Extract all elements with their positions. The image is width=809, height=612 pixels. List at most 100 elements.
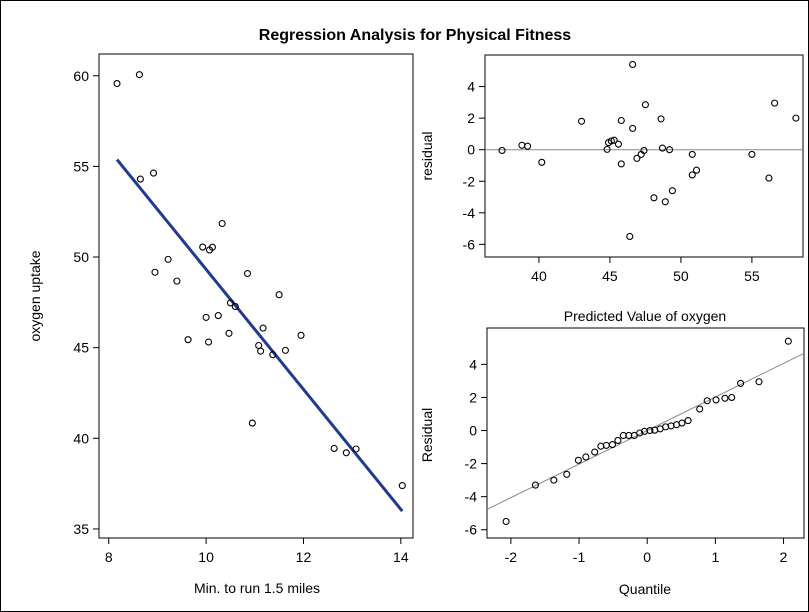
fit-plot: 8 10 12 14 35 40 45 50 55 60 Min. to run 1.5 mile… <box>27 53 414 596</box>
qq-point <box>574 456 582 464</box>
fit-point <box>173 277 181 285</box>
res-ytick-label: -6 <box>463 236 476 252</box>
res-point <box>629 124 637 132</box>
qq-plot-ylabel: Residual <box>419 408 435 462</box>
res-xtick-label: 45 <box>602 268 618 284</box>
res-point <box>792 114 800 122</box>
fit-xtick-label: 8 <box>105 549 113 565</box>
qq-point <box>737 379 745 387</box>
qq-point <box>591 448 599 456</box>
res-point <box>610 136 618 144</box>
qq-point <box>582 453 590 461</box>
fit-point <box>269 351 277 359</box>
qq-point <box>684 417 692 425</box>
res-point <box>688 150 696 158</box>
fit-regression-line <box>115 158 404 513</box>
qq-point <box>531 481 539 489</box>
res-ytick-label: 4 <box>467 79 475 95</box>
qq-ytick-label: -6 <box>465 522 478 538</box>
qq-point <box>563 470 571 478</box>
qq-point <box>678 419 686 427</box>
fit-point <box>184 336 192 344</box>
residual-plot-xlabel: Predicted Value of oxygen <box>564 308 726 324</box>
res-xtick-label: 40 <box>531 268 547 284</box>
fit-plot-ylabel: oxygen uptake <box>27 250 43 341</box>
qq-xtick-label: 2 <box>780 549 788 565</box>
fit-plot-frame <box>98 53 414 539</box>
qq-xtick-label: -1 <box>573 549 586 565</box>
res-ytick-label: -4 <box>463 205 476 221</box>
fit-point <box>352 445 360 453</box>
fit-point <box>151 268 159 276</box>
fit-point <box>259 324 267 332</box>
res-xtick-label: 55 <box>744 268 760 284</box>
res-point <box>617 160 625 168</box>
res-point <box>524 142 532 150</box>
res-point <box>765 174 773 182</box>
qq-point <box>728 393 736 401</box>
fit-ytick-label: 60 <box>73 68 89 84</box>
qq-ytick-label: 4 <box>469 356 477 372</box>
res-point <box>650 194 658 202</box>
res-point <box>617 116 625 125</box>
fit-point <box>202 313 210 321</box>
qq-xtick-label: 0 <box>643 549 651 565</box>
res-ytick-label: 0 <box>467 142 475 158</box>
qq-point <box>550 476 558 484</box>
qq-point <box>502 517 510 526</box>
fit-plot-xlabel: Min. to run 1.5 miles <box>194 580 320 596</box>
fit-point <box>214 312 222 320</box>
qq-point <box>721 394 729 402</box>
qq-plot-xlabel: Quantile <box>619 581 671 597</box>
fit-point <box>136 175 144 183</box>
res-point <box>626 232 634 241</box>
qq-plot: -2 -1 0 1 2 -6 -4 -2 0 2 4 Quantile Residual <box>419 327 805 597</box>
fit-point <box>218 219 226 228</box>
fit-point <box>204 338 213 346</box>
res-point <box>603 145 611 153</box>
figure-title: Regression Analysis for Physical Fitness <box>259 27 572 44</box>
fit-point <box>257 347 265 355</box>
fit-point <box>297 331 305 339</box>
res-point <box>666 146 674 154</box>
res-point <box>633 154 641 162</box>
fit-point <box>342 449 350 457</box>
res-point <box>640 146 648 155</box>
fit-point <box>243 269 252 278</box>
fit-xtick-label: 12 <box>296 549 312 565</box>
qq-point <box>703 397 711 405</box>
qq-point <box>646 426 654 435</box>
res-point <box>661 198 669 206</box>
residual-plot: 40 45 50 55 -6 -4 -2 0 2 4 Predicted Value of oxy… <box>419 54 804 324</box>
res-ytick-label: -2 <box>463 173 476 189</box>
fit-point <box>225 329 233 337</box>
fit-point <box>330 444 338 453</box>
qq-point <box>608 441 616 449</box>
res-point <box>498 146 506 155</box>
res-point <box>748 150 756 158</box>
res-point <box>668 187 676 195</box>
qq-point <box>712 396 720 404</box>
fit-point <box>281 346 290 354</box>
qq-xtick-label: -2 <box>505 549 518 565</box>
res-point <box>607 137 615 145</box>
fit-point <box>135 71 143 79</box>
fit-xtick-label: 10 <box>198 549 214 565</box>
qq-plot-frame <box>486 327 805 539</box>
fit-xtick-label: 14 <box>393 549 409 565</box>
fit-ytick-label: 35 <box>73 521 89 537</box>
fit-ytick-label: 50 <box>73 249 89 265</box>
res-point <box>771 99 779 107</box>
res-point <box>658 144 667 152</box>
residual-plot-ylabel: residual <box>419 131 435 180</box>
qq-point <box>636 429 644 437</box>
res-xtick-label: 50 <box>673 268 689 284</box>
qq-point <box>614 436 622 444</box>
qq-reference-line <box>486 352 805 510</box>
fit-point <box>275 291 283 299</box>
fit-point <box>231 302 239 311</box>
fit-point <box>248 419 256 427</box>
fit-point <box>113 79 121 88</box>
fit-point <box>164 255 172 263</box>
